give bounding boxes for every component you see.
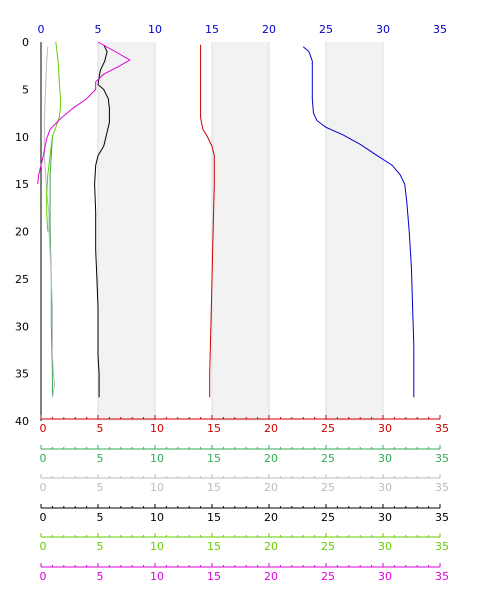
series-line-red — [200, 44, 215, 398]
x-tick-label-gray: 35 — [435, 481, 449, 494]
x-tick-label-gray: 30 — [378, 481, 392, 494]
x-tick-label-teal: 15 — [207, 452, 221, 465]
top-axis-tick-label: 20 — [262, 23, 276, 36]
x-tick-label-magenta: 5 — [97, 570, 104, 583]
x-tick-label-teal: 0 — [40, 452, 47, 465]
series-line-green — [46, 41, 61, 232]
x-tick-label-black: 25 — [321, 511, 335, 524]
x-tick-label-red: 35 — [435, 422, 449, 435]
x-tick-label-red: 20 — [264, 422, 278, 435]
top-axis-tick-label: 30 — [376, 23, 390, 36]
y-tick-label: 40 — [15, 415, 29, 428]
x-tick-label-red: 15 — [207, 422, 221, 435]
series-lines — [37, 41, 415, 398]
x-tick-label-red: 0 — [40, 422, 47, 435]
y-tick-label: 25 — [15, 273, 29, 286]
x-tick-label-green: 30 — [378, 540, 392, 553]
x-tick-label-black: 35 — [435, 511, 449, 524]
y-tick-label: 0 — [22, 36, 29, 49]
y-tick-label: 5 — [22, 83, 29, 96]
grid-bands — [98, 42, 383, 421]
x-tick-label-green: 25 — [321, 540, 335, 553]
top-x-axis: 0 5 10 15 20 25 30 35 — [38, 23, 448, 36]
x-tick-label-magenta: 35 — [435, 570, 449, 583]
x-tick-label-magenta: 15 — [207, 570, 221, 583]
series-line-magenta — [37, 41, 131, 185]
x-axis-gray: 0 5 10 15 20 25 30 35 — [40, 474, 449, 494]
x-tick-label-gray: 25 — [321, 481, 335, 494]
x-tick-label-teal: 30 — [378, 452, 392, 465]
left-y-axis: 0 5 10 15 20 25 30 35 40 — [15, 36, 42, 428]
x-axis-green: 0 5 10 15 20 25 30 35 — [40, 533, 449, 553]
x-axis-red: 0 5 10 15 20 25 30 35 — [40, 415, 449, 435]
x-tick-label-gray: 10 — [150, 481, 164, 494]
top-axis-tick-label: 35 — [433, 23, 447, 36]
x-tick-label-green: 5 — [97, 540, 104, 553]
x-tick-label-black: 30 — [378, 511, 392, 524]
x-tick-label-black: 15 — [207, 511, 221, 524]
x-tick-label-red: 25 — [321, 422, 335, 435]
y-tick-label: 20 — [15, 226, 29, 239]
grid-band-2 — [326, 42, 383, 421]
series-line-blue — [302, 46, 415, 398]
x-tick-label-red: 5 — [97, 422, 104, 435]
x-tick-label-black: 10 — [150, 511, 164, 524]
grid-band-1 — [212, 42, 269, 421]
x-axis-magenta: 0 5 10 15 20 25 30 35 — [40, 563, 449, 583]
x-tick-label-magenta: 25 — [321, 570, 335, 583]
grid-band-0 — [98, 42, 155, 421]
top-axis-tick-label: 10 — [148, 23, 162, 36]
x-tick-label-black: 20 — [264, 511, 278, 524]
x-tick-label-magenta: 0 — [40, 570, 47, 583]
y-tick-label: 30 — [15, 320, 29, 333]
bottom-x-axes: 0 5 10 15 20 25 30 35 0 5 10 15 20 25 30 35 0 5 10 15 20 25 30… — [40, 415, 449, 583]
x-tick-label-red: 30 — [378, 422, 392, 435]
x-tick-label-gray: 0 — [40, 481, 47, 494]
x-axis-black: 0 5 10 15 20 25 30 35 — [40, 504, 449, 524]
x-tick-label-green: 20 — [264, 540, 278, 553]
x-tick-label-red: 10 — [150, 422, 164, 435]
top-axis-tick-label: 0 — [38, 23, 45, 36]
x-tick-label-gray: 5 — [97, 481, 104, 494]
x-tick-label-teal: 10 — [150, 452, 164, 465]
y-tick-label: 10 — [15, 131, 29, 144]
x-tick-label-magenta: 30 — [378, 570, 392, 583]
x-tick-label-black: 5 — [97, 511, 104, 524]
x-tick-label-black: 0 — [40, 511, 47, 524]
top-axis-tick-label: 25 — [319, 23, 333, 36]
x-tick-label-teal: 20 — [264, 452, 278, 465]
x-tick-label-teal: 5 — [97, 452, 104, 465]
x-tick-label-green: 10 — [150, 540, 164, 553]
x-tick-label-teal: 25 — [321, 452, 335, 465]
x-tick-label-gray: 20 — [264, 481, 278, 494]
x-tick-label-magenta: 20 — [264, 570, 278, 583]
x-tick-label-magenta: 10 — [150, 570, 164, 583]
y-tick-label: 35 — [15, 368, 29, 381]
y-tick-label: 15 — [15, 178, 29, 191]
x-tick-label-green: 35 — [435, 540, 449, 553]
top-axis-tick-label: 15 — [205, 23, 219, 36]
x-tick-label-gray: 15 — [207, 481, 221, 494]
x-tick-label-green: 15 — [207, 540, 221, 553]
x-tick-label-teal: 35 — [435, 452, 449, 465]
series-line-black — [94, 44, 110, 398]
series-line-gray — [43, 46, 56, 398]
top-axis-tick-label: 5 — [95, 23, 102, 36]
x-axis-teal: 0 5 10 15 20 25 30 35 — [40, 445, 449, 465]
x-tick-label-green: 0 — [40, 540, 47, 553]
series-line-teal — [49, 136, 53, 398]
